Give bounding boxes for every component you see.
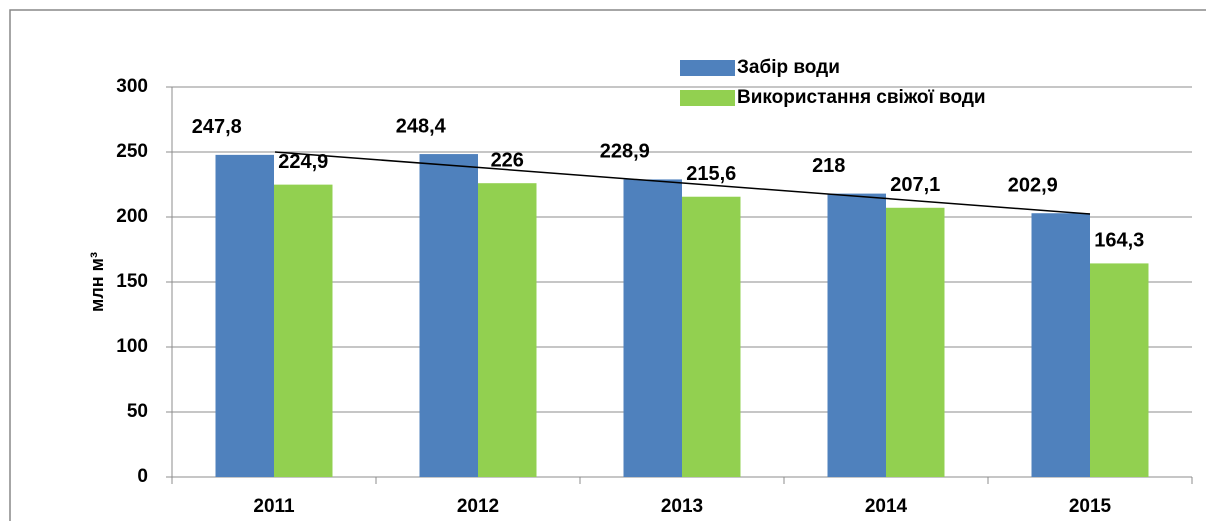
legend-label: Забір води: [737, 57, 840, 78]
legend-swatch: [680, 90, 735, 106]
bar: [215, 154, 274, 478]
y-tick-label: 300: [116, 76, 148, 97]
y-tick-label: 200: [116, 206, 148, 227]
y-tick-label: 0: [137, 466, 148, 487]
bar: [886, 207, 945, 477]
x-tick-label: 2015: [1069, 496, 1112, 517]
y-tick-label: 250: [116, 141, 148, 162]
value-label: 247,8: [192, 116, 242, 138]
legend-swatch: [680, 60, 735, 76]
value-label: 226: [491, 149, 524, 171]
value-label: 202,9: [1008, 175, 1058, 197]
x-tick-label: 2011: [253, 496, 295, 517]
legend-label: Використання свіжої води: [737, 87, 986, 108]
value-label: 207,1: [890, 174, 940, 196]
x-tick-label: 2014: [865, 496, 908, 517]
value-label: 164,3: [1094, 230, 1144, 252]
y-tick-label: 50: [127, 401, 148, 422]
x-tick-label: 2013: [661, 496, 703, 517]
y-axis-label: млн м³: [87, 252, 107, 312]
x-tick-label: 2012: [457, 496, 499, 517]
value-label: 228,9: [600, 141, 650, 163]
bar: [827, 193, 886, 477]
chart-frame: [9, 9, 1206, 526]
y-tick-label: 150: [116, 271, 148, 292]
y-tick-label: 100: [116, 336, 148, 357]
bar: [682, 196, 741, 477]
bar: [274, 184, 333, 477]
value-label: 224,9: [278, 151, 328, 173]
bar: [1090, 263, 1149, 477]
value-label: 218: [812, 155, 845, 177]
value-label: 215,6: [686, 163, 736, 185]
bar: [419, 154, 478, 477]
plot: 0 50 100 150 200 250 300 2011 247,8 224,9 2012 248,…: [116, 57, 1193, 517]
bar: [623, 179, 682, 477]
trend-line: [274, 151, 1091, 215]
value-label: 248,4: [396, 115, 447, 137]
bar: [1031, 213, 1090, 478]
bar: [478, 183, 537, 477]
